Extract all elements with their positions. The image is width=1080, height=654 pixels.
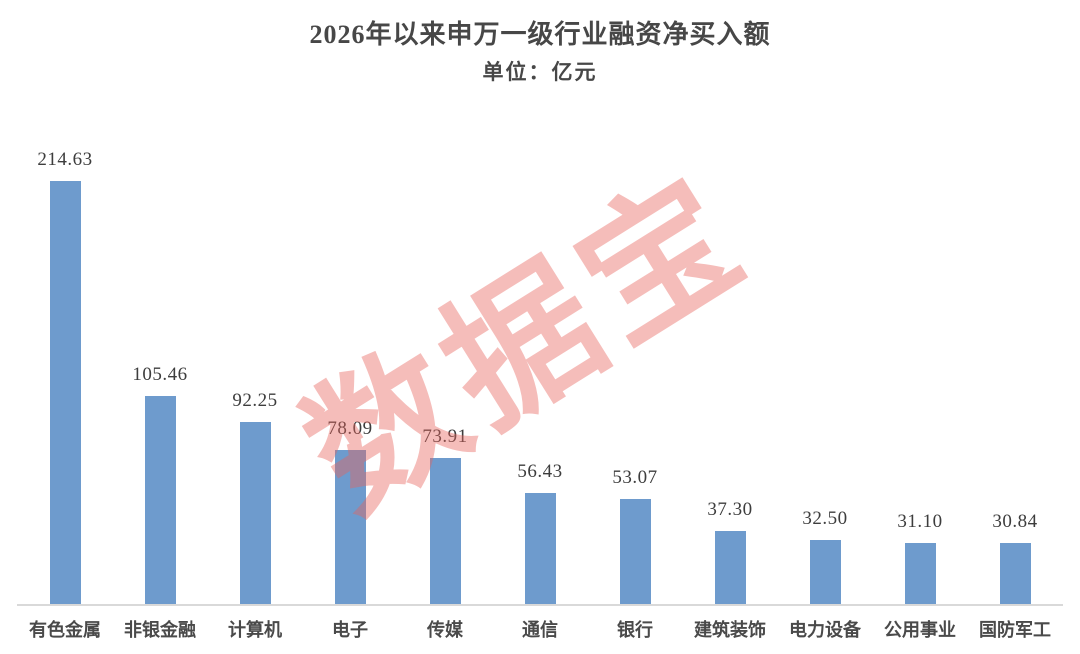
category-label: 电子 xyxy=(332,620,368,640)
category-label: 非银金融 xyxy=(124,620,196,640)
chart-title: 2026年以来申万一级行业融资净买入额 xyxy=(309,20,771,49)
category-label: 有色金属 xyxy=(29,620,101,640)
bar xyxy=(714,530,746,604)
bar xyxy=(999,543,1031,604)
bar xyxy=(144,396,176,604)
bar xyxy=(524,492,556,604)
category-label: 电力设备 xyxy=(789,620,861,640)
category-label: 计算机 xyxy=(228,620,282,640)
category-label: 通信 xyxy=(522,620,558,640)
category-label: 传媒 xyxy=(427,620,463,640)
value-label: 56.43 xyxy=(517,460,563,482)
category-label: 银行 xyxy=(617,620,653,640)
category-label: 公用事业 xyxy=(884,620,956,640)
value-label: 78.09 xyxy=(327,418,373,440)
bar xyxy=(334,450,366,604)
bar xyxy=(619,499,651,604)
x-axis-line xyxy=(17,604,1063,606)
bar xyxy=(429,458,461,604)
bar xyxy=(904,542,936,604)
value-label: 32.50 xyxy=(802,507,848,529)
chart-unit-label: 单位：亿元 xyxy=(482,60,598,84)
value-label: 105.46 xyxy=(132,364,188,386)
category-label: 国防军工 xyxy=(979,620,1051,640)
value-label: 37.30 xyxy=(707,498,753,520)
category-label: 建筑装饰 xyxy=(694,620,766,640)
bar xyxy=(239,422,271,604)
bar xyxy=(809,539,841,604)
bar xyxy=(49,181,81,604)
value-label: 214.63 xyxy=(37,149,93,170)
value-label: 31.10 xyxy=(897,510,943,532)
value-label: 73.91 xyxy=(422,426,468,448)
value-label: 53.07 xyxy=(612,467,658,489)
value-label: 92.25 xyxy=(232,390,278,412)
value-label: 30.84 xyxy=(992,511,1038,533)
